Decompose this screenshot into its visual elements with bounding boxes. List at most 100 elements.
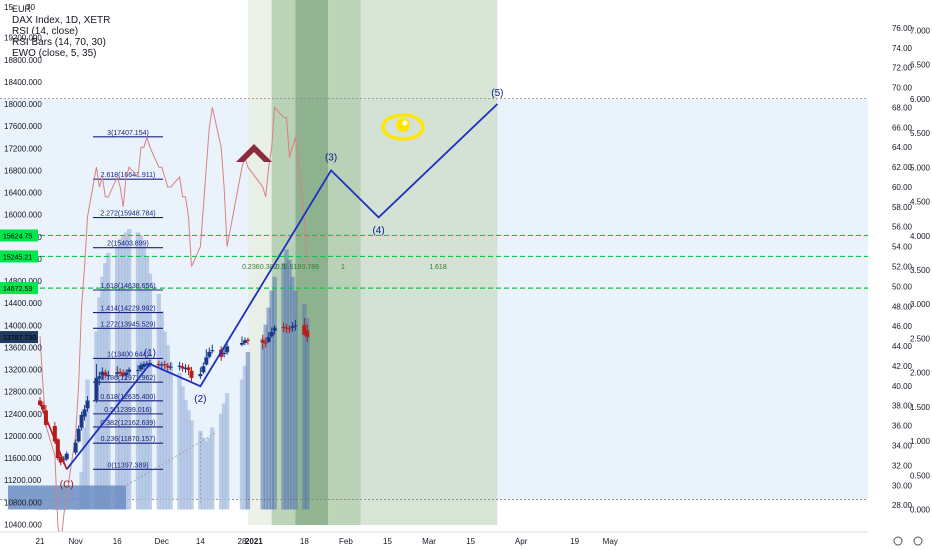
ewo-bar xyxy=(290,276,295,510)
rsi-axis-label: 44.00 xyxy=(892,342,913,351)
candle-body xyxy=(180,366,185,369)
legend-title: DAX Index, 1D, XETR xyxy=(12,15,111,26)
candle-body xyxy=(97,376,102,379)
candle-body xyxy=(269,331,274,337)
legend-rsi-bars: RSI Bars (14, 70, 30) xyxy=(12,37,106,48)
price-axis-label: 12400.000 xyxy=(4,410,42,419)
ewo-bar xyxy=(263,324,268,510)
candle-body xyxy=(40,404,45,410)
fib-extension-label: 1.618(14638.656) xyxy=(100,283,155,290)
ewo-bar xyxy=(242,365,248,510)
candle-body xyxy=(162,364,167,366)
fib-extension-label: 0.236(11870.157) xyxy=(101,436,156,443)
rsi-axis-label: 42.00 xyxy=(892,362,913,371)
candle-body xyxy=(94,377,99,400)
fib-time-zone-label: 0.236 xyxy=(242,264,260,271)
ewo-bar xyxy=(239,379,245,510)
rsi-axis-label: 28.00 xyxy=(892,501,913,510)
candle-body xyxy=(136,370,141,372)
candle-body xyxy=(73,442,78,453)
fib-extension-label: 1.272(13945.529) xyxy=(100,321,155,328)
candle-body xyxy=(183,367,188,370)
ewo-bar xyxy=(183,400,188,510)
chevron-up-icon xyxy=(236,144,272,162)
fib-time-zone-label: 0.382 xyxy=(260,264,278,271)
ewo-bar xyxy=(210,427,215,510)
time-axis-label: Dec xyxy=(155,537,169,546)
price-tag-label: 13787.730 xyxy=(3,335,36,342)
candle-body xyxy=(165,365,170,368)
time-axis-label: Mar xyxy=(422,537,436,546)
ewo-axis-label: 4.500 xyxy=(910,198,931,207)
candle-body xyxy=(127,369,132,372)
price-axis-label: 16400.000 xyxy=(4,189,42,198)
candle-body xyxy=(79,414,84,428)
candle-body xyxy=(281,326,286,329)
fib-extension-label: 0.382(12162.639) xyxy=(100,420,155,427)
fib-time-zone-label: 0.786 xyxy=(302,264,320,271)
time-axis-label: Nov xyxy=(69,537,83,546)
price-axis-label: 19200.000 xyxy=(4,34,42,43)
candle-body xyxy=(225,346,230,353)
candle-body xyxy=(245,339,250,341)
fib-extension-label: 1(13400.644) xyxy=(107,351,149,358)
price-axis-label: 14800.000 xyxy=(4,277,42,286)
price-tag-label: 14672.53 xyxy=(3,286,32,293)
fib-extension-label: 2.272(15948.784) xyxy=(100,211,155,218)
wave-label: (1) xyxy=(144,348,156,359)
ewo-bar xyxy=(204,441,209,510)
price-tag-label: 15245.21 xyxy=(3,254,32,261)
wave-label: (C) xyxy=(60,479,74,490)
rsi-axis-label: 40.00 xyxy=(892,382,913,391)
ewo-bar xyxy=(156,293,161,510)
ewo-bar xyxy=(245,352,251,510)
ewo-base-block xyxy=(8,485,126,510)
candle-body xyxy=(85,400,90,409)
ewo-bar xyxy=(189,420,194,510)
ewo-axis-label: 0.500 xyxy=(910,471,931,480)
candle-body xyxy=(207,351,212,357)
time-axis-label: 16 xyxy=(113,537,122,546)
right-axis-panel xyxy=(868,0,932,550)
ewo-bar xyxy=(180,386,185,510)
ewo-bar xyxy=(138,235,144,510)
rsi-axis-label: 46.00 xyxy=(892,322,913,331)
ewo-axis-label: 5.500 xyxy=(910,129,931,138)
candle-body xyxy=(189,370,194,378)
ewo-axis-label: 4.000 xyxy=(910,232,931,241)
candle-body xyxy=(100,371,105,376)
fib-extension-label: 0.618(12635.400) xyxy=(100,394,155,401)
ewo-bar xyxy=(94,331,99,510)
ewo-axis-label: 6.500 xyxy=(910,61,931,70)
price-axis-label: 17600.000 xyxy=(4,122,42,131)
rsi-axis-label: 48.00 xyxy=(892,302,913,311)
eye-pupil-icon xyxy=(396,118,410,132)
ewo-axis-label: 2.000 xyxy=(910,369,931,378)
price-tag xyxy=(0,331,38,344)
fib-time-zone-label: 0.5 xyxy=(276,264,286,271)
price-tag xyxy=(0,229,38,242)
rsi-axis-label: 34.00 xyxy=(892,441,913,450)
candle-body xyxy=(239,343,244,345)
candle-body xyxy=(222,352,227,355)
candle-body xyxy=(61,459,66,461)
ewo-bar xyxy=(168,362,173,510)
ewo-bar xyxy=(269,290,274,510)
candle-body xyxy=(260,340,265,343)
ewo-bar xyxy=(106,252,111,510)
candle-body xyxy=(52,426,57,442)
rsi-axis-label: 58.00 xyxy=(892,203,913,212)
candle-body xyxy=(198,374,203,377)
time-axis-label: 19 xyxy=(570,537,579,546)
price-axis-label: 16000.000 xyxy=(4,211,42,220)
top-tick-label: 70 xyxy=(26,3,35,12)
ewo-bar xyxy=(115,246,120,510)
rsi-axis-label: 74.00 xyxy=(892,44,913,53)
candle-body xyxy=(106,375,111,377)
ewo-bar xyxy=(186,410,191,510)
legend-currency: EUR xyxy=(12,4,32,14)
candle-body xyxy=(186,367,191,371)
fib-extension-label: 1.414(14229.992) xyxy=(100,306,155,313)
fib-extension-label: 0.5(12399.016) xyxy=(104,407,151,414)
